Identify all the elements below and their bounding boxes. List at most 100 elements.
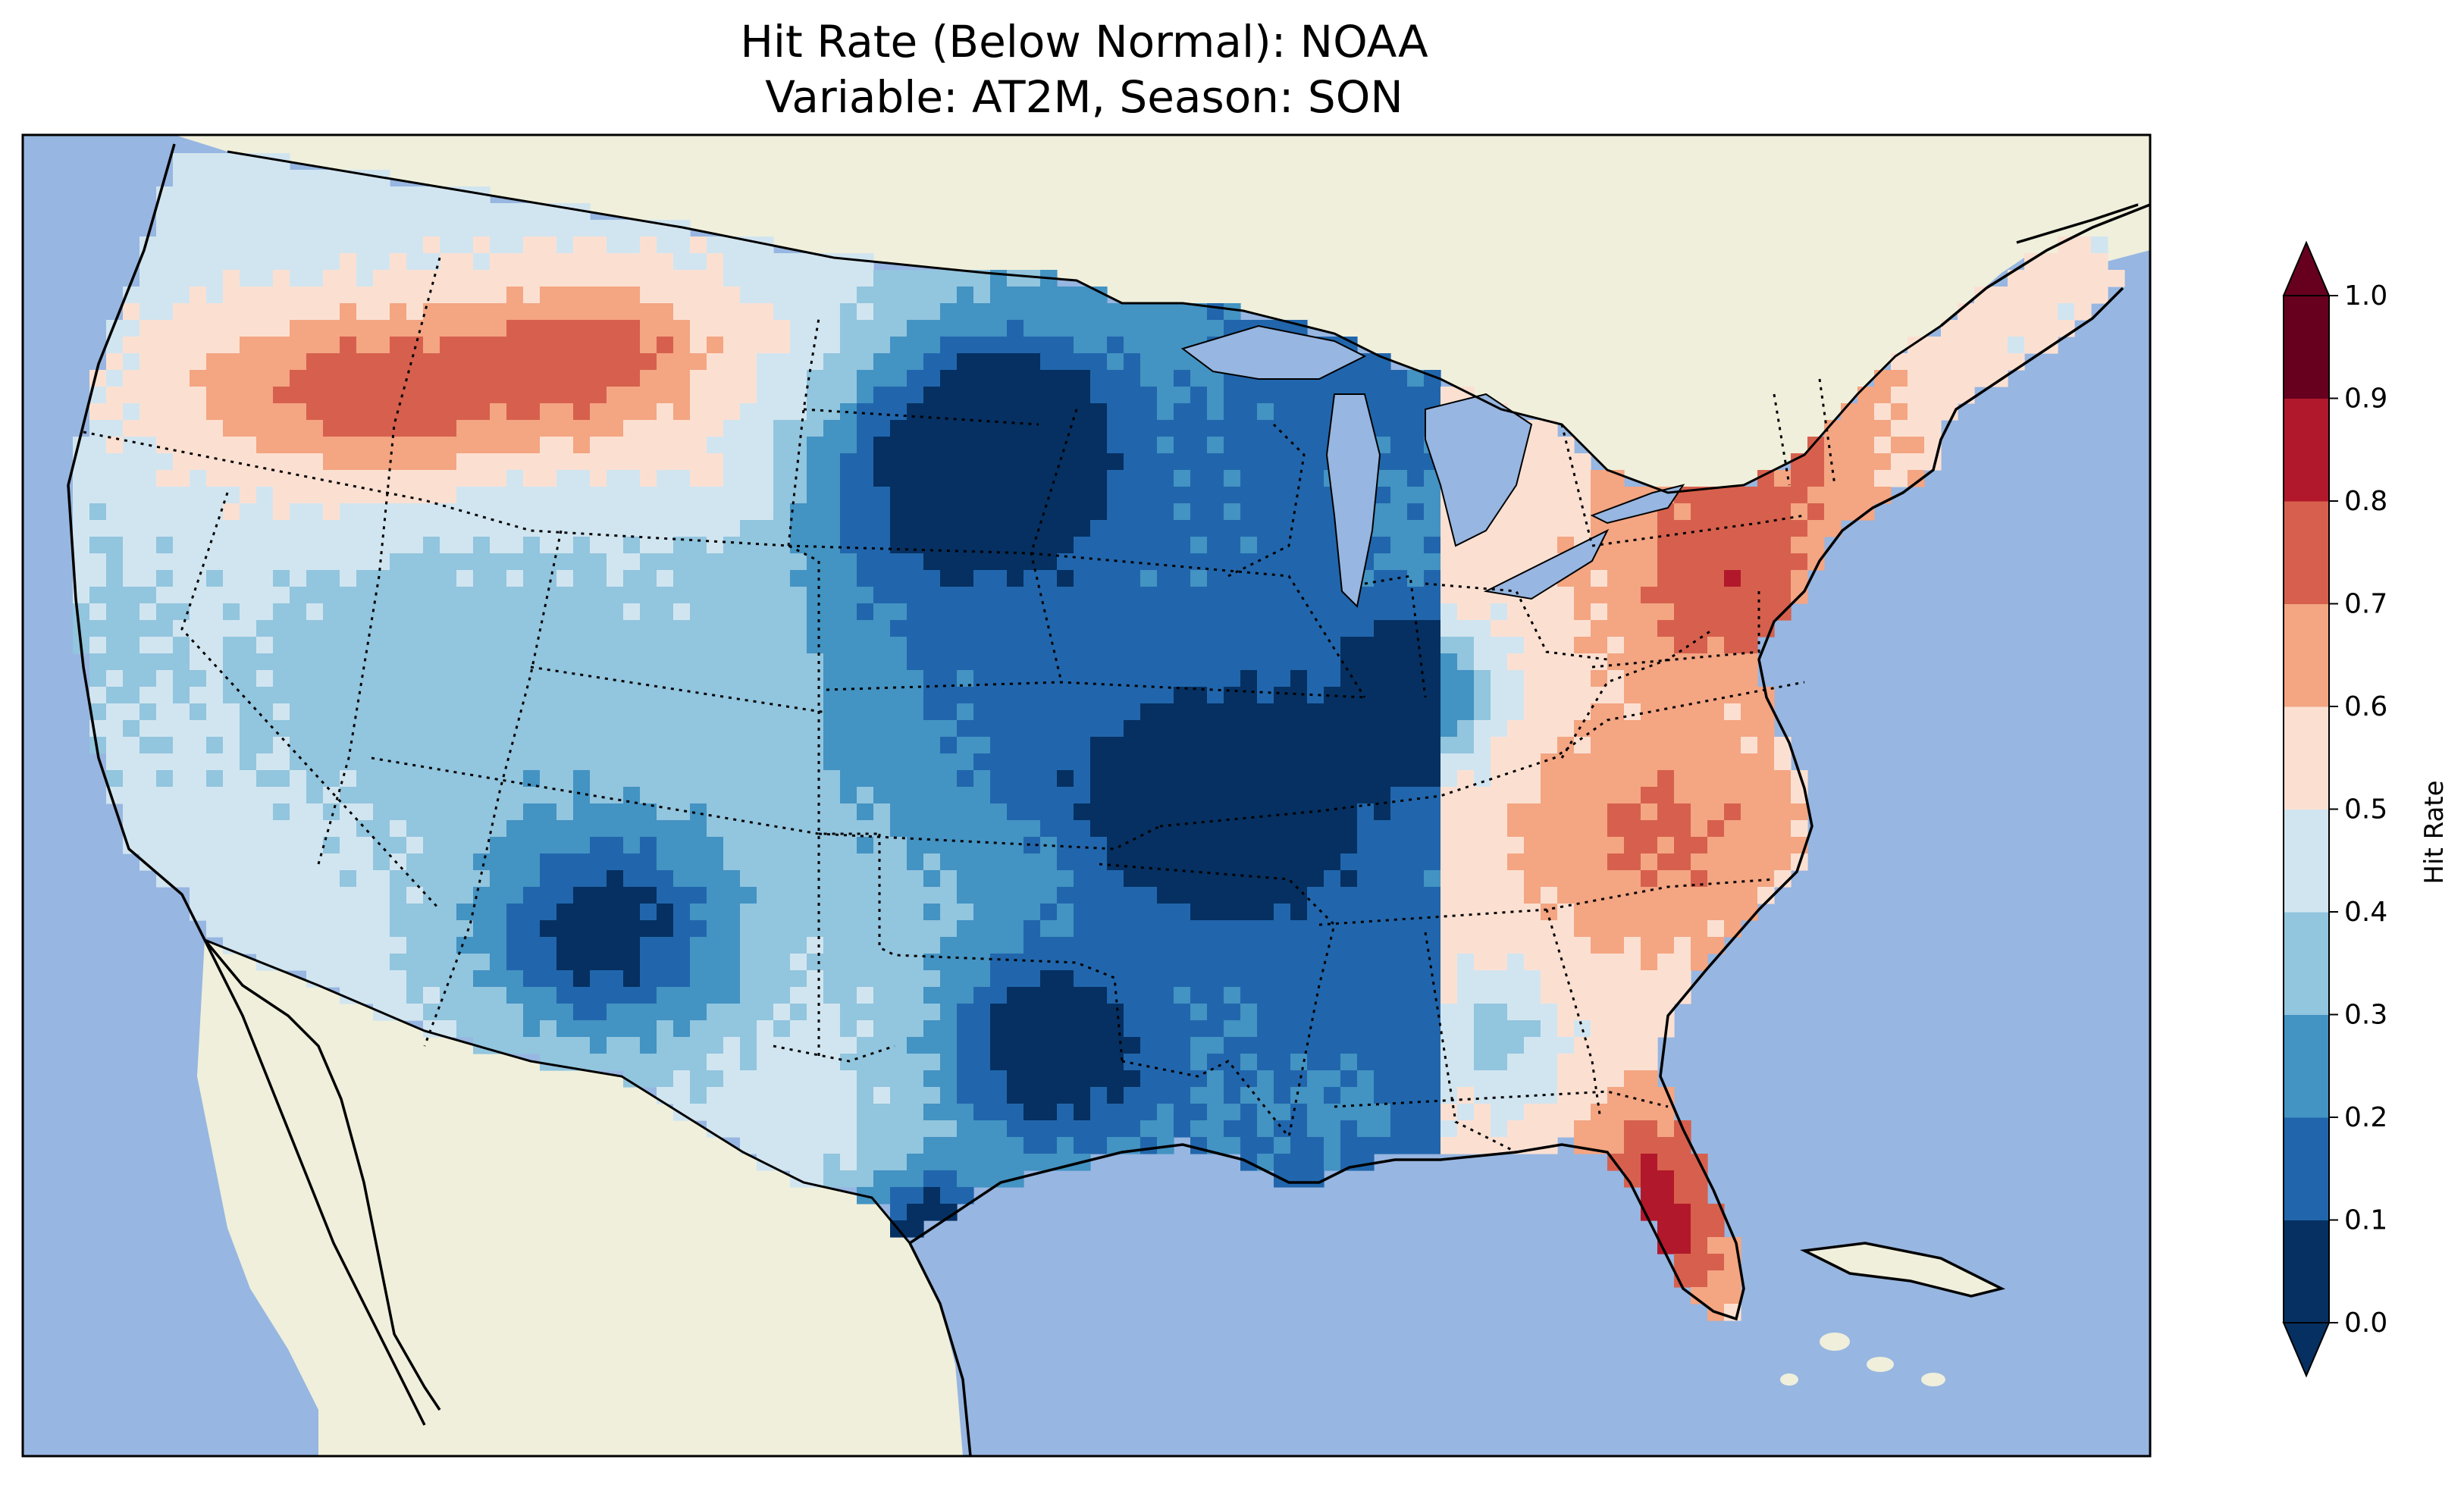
grid-cell	[256, 887, 274, 904]
grid-cell	[623, 703, 641, 721]
grid-cell	[1474, 1137, 1491, 1154]
grid-cell	[156, 587, 174, 604]
grid-cell	[923, 370, 941, 387]
grid-cell	[456, 737, 474, 754]
grid-cell	[723, 453, 741, 471]
grid-cell	[473, 320, 491, 337]
grid-cell	[1390, 887, 1408, 904]
grid-cell	[673, 887, 691, 904]
grid-cell	[1007, 670, 1024, 687]
grid-cell	[840, 887, 857, 904]
grid-cell	[1107, 537, 1124, 554]
grid-cell	[673, 1004, 691, 1021]
grid-cell	[206, 720, 224, 738]
grid-cell	[556, 487, 574, 504]
grid-cell	[690, 687, 707, 704]
grid-cell	[923, 1037, 941, 1054]
grid-cell	[740, 320, 757, 337]
grid-cell	[1374, 1120, 1391, 1138]
grid-cell	[1574, 1037, 1591, 1054]
grid-cell	[1124, 1104, 1141, 1121]
grid-cell	[1474, 1104, 1491, 1121]
grid-cell	[1624, 970, 1641, 988]
grid-cell	[1140, 954, 1158, 971]
cuba-land	[1804, 1243, 2002, 1296]
grid-cell	[640, 787, 657, 804]
grid-cell	[1157, 1087, 1174, 1104]
grid-cell	[773, 520, 791, 537]
grid-cell	[707, 670, 724, 687]
grid-cell	[840, 937, 857, 954]
grid-cell	[890, 1154, 908, 1171]
grid-cell	[1140, 870, 1158, 888]
grid-cell	[740, 720, 757, 738]
grid-cell	[690, 820, 707, 838]
grid-cell	[1524, 1054, 1541, 1071]
grid-cell	[807, 487, 824, 504]
grid-cell	[390, 320, 407, 337]
grid-cell	[873, 720, 891, 738]
grid-cell	[1474, 920, 1491, 938]
grid-cell	[1290, 1137, 1308, 1154]
grid-cell	[1090, 1087, 1108, 1104]
grid-cell	[206, 370, 224, 387]
grid-cell	[740, 870, 757, 888]
grid-cell	[506, 620, 524, 637]
grid-cell	[1190, 403, 1208, 421]
grid-cell	[373, 520, 390, 537]
grid-cell	[1607, 920, 1625, 938]
grid-cell	[1174, 570, 1191, 587]
grid-cell	[1374, 820, 1391, 838]
grid-cell	[857, 904, 874, 921]
grid-cell	[1624, 820, 1641, 838]
grid-cell	[556, 603, 574, 621]
grid-cell	[1040, 853, 1058, 871]
grid-cell	[1124, 753, 1141, 771]
grid-cell	[473, 587, 491, 604]
grid-cell	[723, 353, 741, 371]
grid-cell	[623, 1004, 641, 1021]
grid-cell	[690, 537, 707, 554]
grid-cell	[673, 803, 691, 821]
grid-cell	[1457, 853, 1475, 871]
grid-cell	[923, 270, 941, 287]
grid-cell	[506, 403, 524, 421]
grid-cell	[590, 236, 607, 254]
grid-cell	[1224, 837, 1241, 854]
grid-cell	[290, 570, 307, 587]
grid-cell	[1357, 937, 1375, 954]
grid-cell	[540, 687, 557, 704]
grid-cell	[590, 620, 607, 637]
grid-cell	[1090, 287, 1108, 304]
grid-cell	[240, 287, 257, 304]
grid-cell	[1324, 1104, 1341, 1121]
grid-cell	[1891, 437, 1908, 454]
grid-cell	[423, 853, 440, 871]
grid-cell	[456, 353, 474, 371]
grid-cell	[723, 320, 741, 337]
grid-cell	[356, 853, 374, 871]
grid-cell	[990, 303, 1008, 321]
grid-cell	[456, 253, 474, 271]
grid-cell	[757, 820, 774, 838]
grid-cell	[823, 1104, 841, 1121]
grid-cell	[1374, 853, 1391, 871]
grid-cell	[623, 753, 641, 771]
grid-cell	[540, 487, 557, 504]
grid-cell	[590, 920, 607, 938]
grid-cell	[223, 403, 240, 421]
grid-cell	[1057, 370, 1074, 387]
grid-cell	[1057, 637, 1074, 654]
grid-cell	[690, 987, 707, 1004]
grid-cell	[707, 1104, 724, 1121]
grid-cell	[873, 620, 891, 637]
grid-cell	[1307, 503, 1324, 521]
grid-cell	[1107, 620, 1124, 637]
grid-cell	[156, 703, 174, 721]
grid-cell	[1307, 1070, 1324, 1088]
grid-cell	[2024, 270, 2042, 287]
grid-cell	[540, 553, 557, 571]
grid-cell	[440, 920, 457, 938]
grid-cell	[1657, 1104, 1675, 1121]
